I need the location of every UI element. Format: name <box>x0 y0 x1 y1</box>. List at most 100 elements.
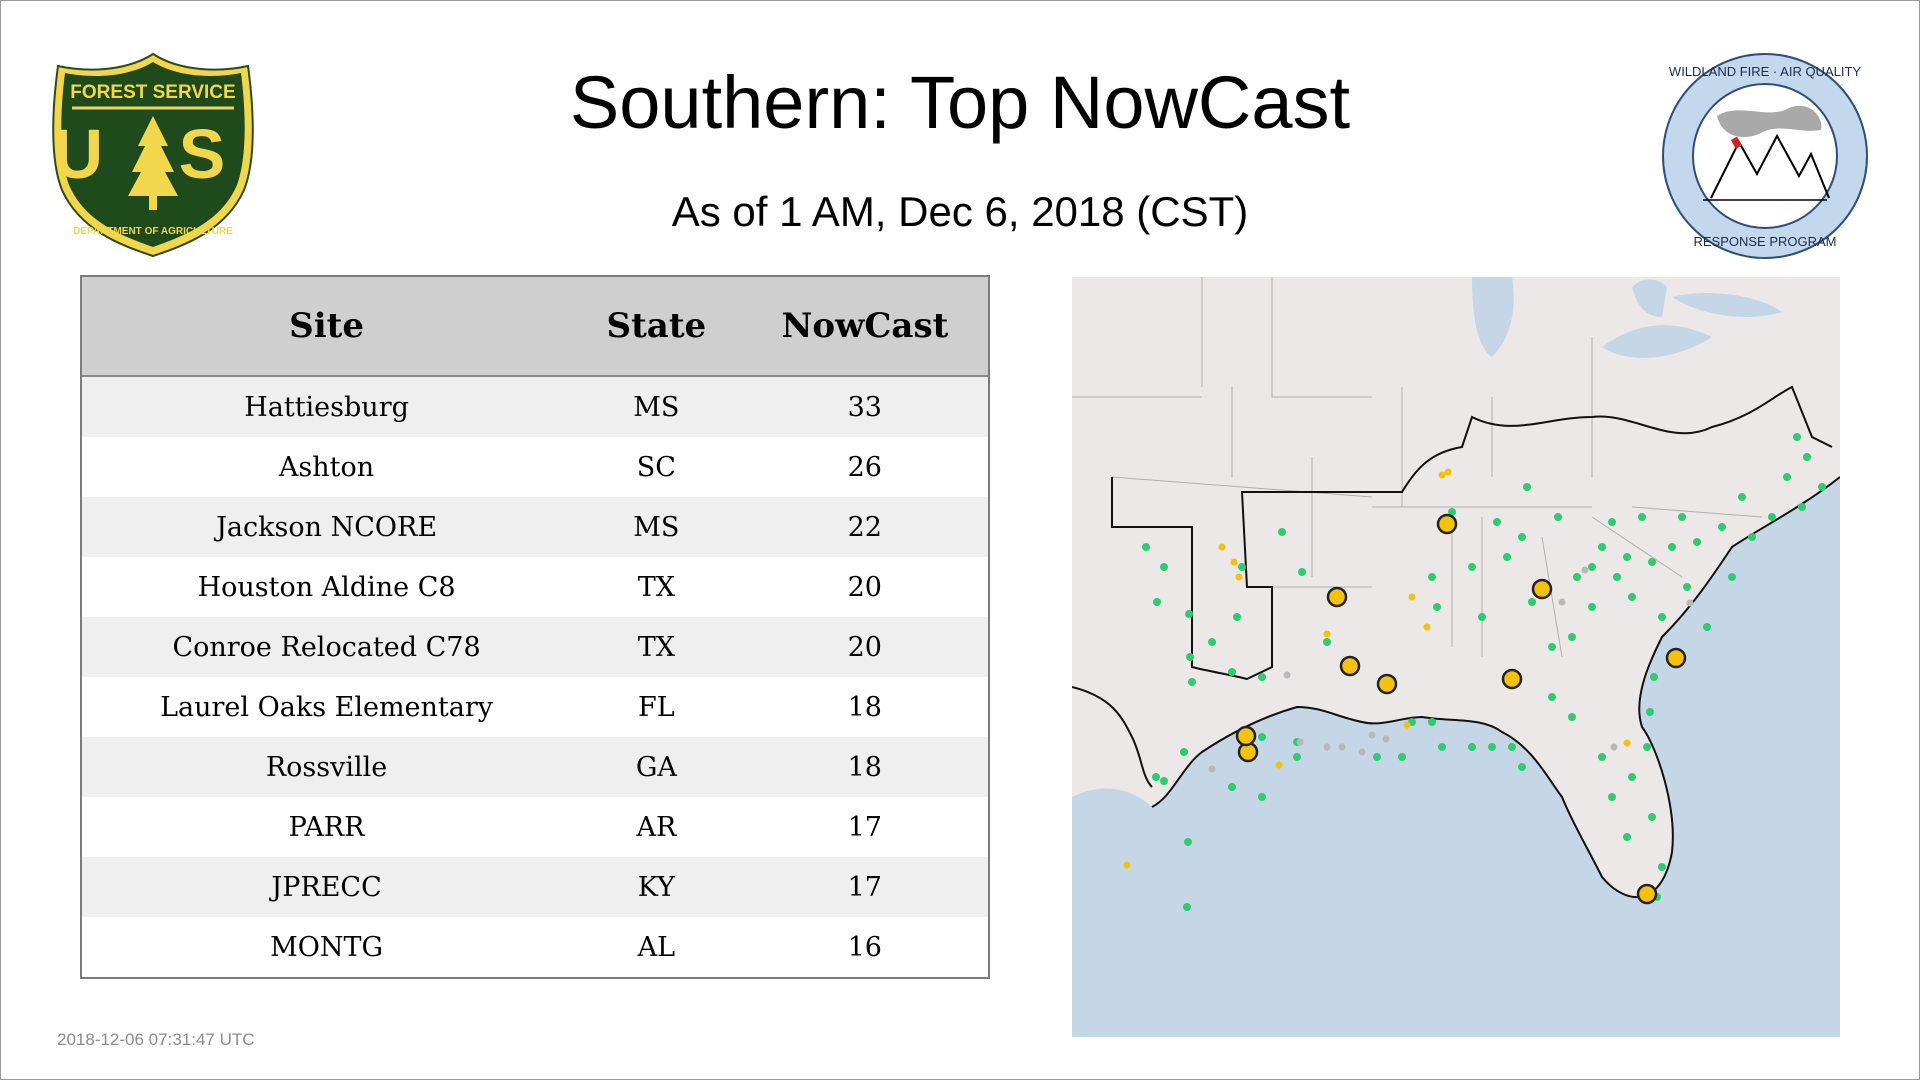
monitor-dot <box>1793 433 1801 441</box>
monitor-dot <box>1208 638 1216 646</box>
conroe-relocated-marker <box>1235 725 1257 747</box>
monitor-dot <box>1218 543 1226 551</box>
monitor-dot <box>1230 558 1238 566</box>
monitor-dot <box>1703 623 1711 631</box>
render-timestamp: 2018-12-06 07:31:47 UTC <box>57 1030 255 1049</box>
table-row: PARR AR 17 <box>82 797 988 857</box>
monitor-dot <box>1258 733 1266 741</box>
monitor-dot <box>1468 743 1476 751</box>
monitor-dot <box>1160 777 1168 785</box>
monitor-dot <box>1613 573 1621 581</box>
monitor-dot <box>1298 568 1306 576</box>
state-cell: FL <box>571 677 742 737</box>
monitor-dot <box>1588 603 1596 611</box>
column-header-site: Site <box>82 277 572 377</box>
wf-logo-bottom-text: RESPONSE PROGRAM <box>1693 234 1836 249</box>
southern-region-boundary <box>1111 385 1833 681</box>
monitor-dot <box>1646 708 1654 716</box>
monitor-dot <box>1683 583 1691 591</box>
table-row: Jackson NCORE MS 22 <box>82 497 988 557</box>
monitor-dot <box>1444 468 1452 476</box>
monitor-dot <box>1588 563 1596 571</box>
monitor-dot <box>1598 753 1606 761</box>
wf-logo-top-text: WILDLAND FIRE · AIR QUALITY <box>1669 64 1861 79</box>
monitor-dot <box>1478 613 1486 621</box>
monitor-dot <box>1693 538 1701 546</box>
montg-marker <box>1501 668 1523 690</box>
state-cell: TX <box>571 617 742 677</box>
monitor-dot <box>1648 558 1656 566</box>
column-header-nowcast: NowCast <box>741 277 988 377</box>
monitor-dot <box>1628 593 1636 601</box>
state-cell: AR <box>571 797 742 857</box>
monitor-dot <box>1638 513 1646 521</box>
monitor-dot <box>1503 553 1511 561</box>
table-row: Houston Aldine C8 TX 20 <box>82 557 988 617</box>
monitor-dot <box>1228 668 1236 676</box>
monitor-dot <box>1568 633 1576 641</box>
table-row: Laurel Oaks Elementary FL 18 <box>82 677 988 737</box>
monitor-dot <box>1323 638 1331 646</box>
monitor-dot <box>1258 673 1266 681</box>
jackson-ncore-marker <box>1339 655 1361 677</box>
table-row: Conroe Relocated C78 TX 20 <box>82 617 988 677</box>
monitor-dot <box>1748 533 1756 541</box>
monitor-dot <box>1608 518 1616 526</box>
monitor-dot <box>1186 653 1194 661</box>
state-cell: GA <box>571 737 742 797</box>
monitor-dot <box>1768 513 1776 521</box>
monitor-dot <box>1382 735 1390 743</box>
monitor-dot <box>1623 553 1631 561</box>
wildland-fire-air-quality-logo: WILDLAND FIRE · AIR QUALITY RESPONSE PRO… <box>1662 53 1868 259</box>
lake-erie <box>1602 325 1712 358</box>
state-cell: KY <box>571 857 742 917</box>
monitor-dot <box>1623 739 1631 747</box>
monitor-dot <box>1528 598 1536 606</box>
no-data-markers <box>1208 566 1694 773</box>
monitor-dot <box>1523 483 1531 491</box>
monitor-dot <box>1738 493 1746 501</box>
monitor-dot <box>1728 573 1736 581</box>
state-cell: MS <box>571 497 742 557</box>
table-row: MONTG AL 16 <box>82 917 988 977</box>
nowcast-table-container: Site State NowCast Hattiesburg MS 33 Ash… <box>80 275 990 979</box>
hattiesburg-marker <box>1376 673 1398 695</box>
site-cell: Conroe Relocated C78 <box>82 617 572 677</box>
monitor-dot <box>1368 731 1376 739</box>
nowcast-cell: 22 <box>741 497 988 557</box>
monitor-dot <box>1188 678 1196 686</box>
nowcast-cell: 16 <box>741 917 988 977</box>
monitor-dot <box>1433 603 1441 611</box>
monitor-dot <box>1610 743 1618 751</box>
nowcast-cell: 17 <box>741 797 988 857</box>
monitor-dot <box>1573 573 1581 581</box>
monitor-dot <box>1623 833 1631 841</box>
nowcast-table: Site State NowCast Hattiesburg MS 33 Ash… <box>82 277 988 977</box>
southern-region-boundary-west <box>1072 686 1153 788</box>
monitor-dot <box>1678 513 1686 521</box>
monitor-dot <box>1338 743 1346 751</box>
monitor-dot <box>1568 713 1576 721</box>
monitor-dot <box>1554 513 1562 521</box>
monitor-dot <box>1548 693 1556 701</box>
monitor-dot <box>1643 743 1651 751</box>
monitor-dot <box>1608 793 1616 801</box>
nowcast-cell: 20 <box>741 617 988 677</box>
site-cell: MONTG <box>82 917 572 977</box>
monitor-dot <box>1468 563 1476 571</box>
monitor-dot <box>1278 528 1286 536</box>
forest-service-shield-logo: FOREST SERVICE U S DEPARTMENT OF AGRICUL… <box>52 52 254 258</box>
monitor-dot <box>1123 861 1131 869</box>
table-row: JPRECC KY 17 <box>82 857 988 917</box>
jprecc-marker <box>1436 513 1458 535</box>
monitor-dot <box>1398 753 1406 761</box>
monitor-dot <box>1238 563 1246 571</box>
monitor-dot <box>1658 613 1666 621</box>
ashton-marker <box>1665 647 1687 669</box>
monitor-dot <box>1373 753 1381 761</box>
table-row: Ashton SC 26 <box>82 437 988 497</box>
monitor-dot <box>1518 533 1526 541</box>
rossville-marker <box>1531 578 1553 600</box>
monitor-dot <box>1428 573 1436 581</box>
site-cell: Rossville <box>82 737 572 797</box>
